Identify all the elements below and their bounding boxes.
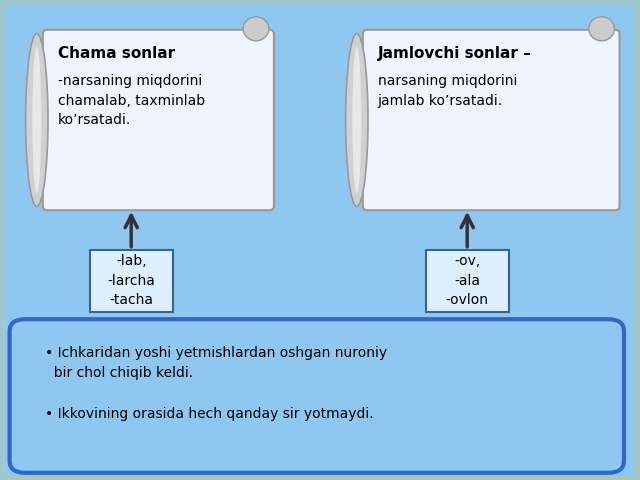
FancyBboxPatch shape — [10, 319, 624, 473]
FancyBboxPatch shape — [363, 30, 620, 210]
FancyBboxPatch shape — [90, 250, 173, 312]
Text: -lab,
-larcha
-tacha: -lab, -larcha -tacha — [108, 254, 155, 307]
Ellipse shape — [589, 17, 614, 41]
Text: -ov,
-ala
-ovlon: -ov, -ala -ovlon — [445, 254, 489, 307]
Ellipse shape — [26, 34, 48, 206]
Ellipse shape — [346, 34, 368, 206]
Ellipse shape — [352, 47, 362, 193]
Text: • Ichkaridan yoshi yetmishlardan oshgan nuroniy
  bir chol chiqib keldi.

• Ikko: • Ichkaridan yoshi yetmishlardan oshgan … — [45, 346, 387, 421]
FancyBboxPatch shape — [426, 250, 509, 312]
Text: -narsaning miqdorini
chamalab, taxminlab
ko’rsatadi.: -narsaning miqdorini chamalab, taxminlab… — [58, 74, 205, 127]
Ellipse shape — [33, 47, 41, 193]
Text: narsaning miqdorini
jamlab ko’rsatadi.: narsaning miqdorini jamlab ko’rsatadi. — [378, 74, 517, 108]
Text: Chama sonlar: Chama sonlar — [58, 46, 175, 60]
Text: Jamlovchi sonlar –: Jamlovchi sonlar – — [378, 46, 531, 60]
FancyBboxPatch shape — [43, 30, 274, 210]
Ellipse shape — [243, 17, 269, 41]
